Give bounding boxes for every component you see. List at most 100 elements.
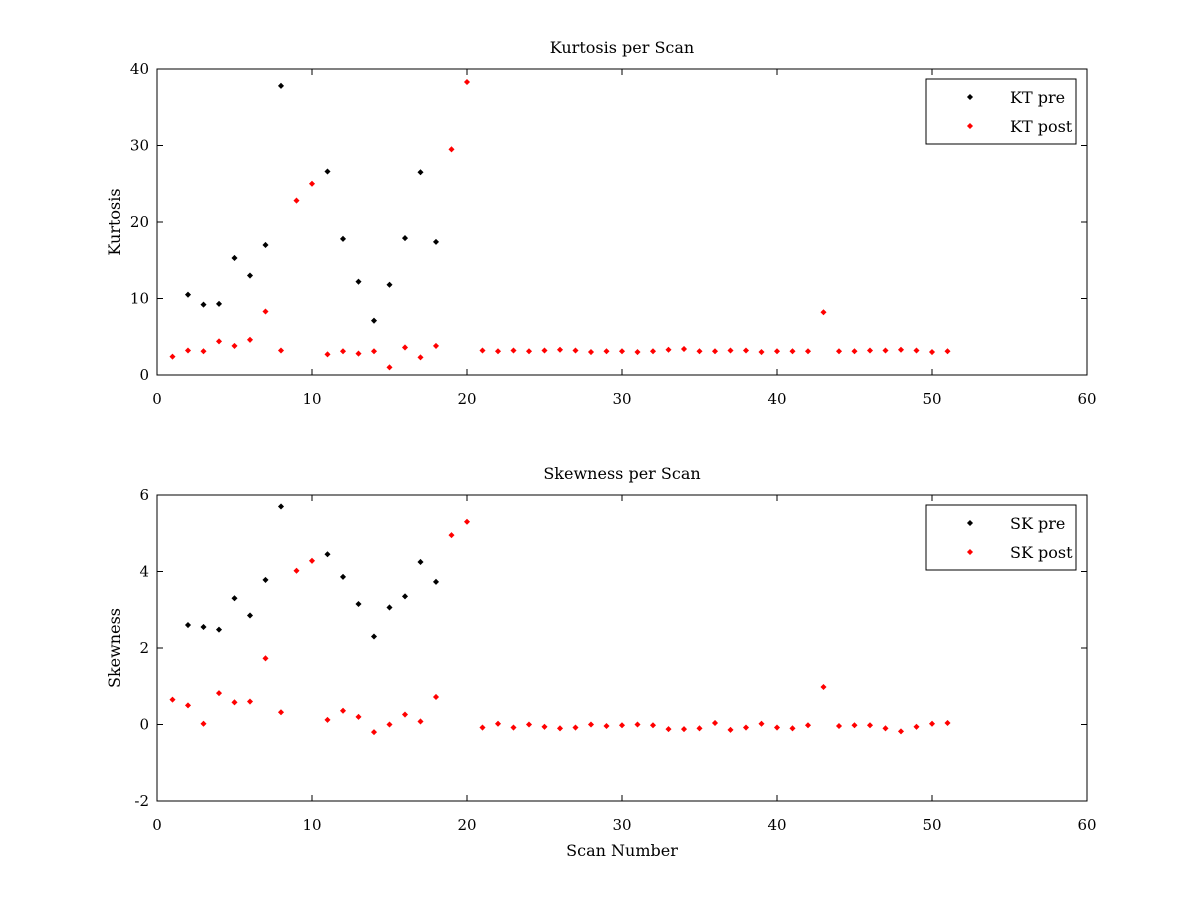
y-tick-label: -2 bbox=[134, 792, 149, 810]
data-point bbox=[246, 272, 254, 279]
data-point bbox=[835, 723, 843, 730]
data-point bbox=[696, 725, 703, 732]
data-point bbox=[293, 567, 300, 574]
data-point bbox=[525, 721, 533, 728]
y-tick-label: 20 bbox=[130, 213, 149, 231]
y-axis-label: Kurtosis bbox=[105, 188, 124, 255]
data-point bbox=[804, 348, 812, 355]
data-point bbox=[618, 348, 626, 355]
chart-panel-1: 0 10 20 30 40 50 60 0 10 20 30 40 Kurtosis per Scan K… bbox=[105, 38, 1097, 408]
data-point bbox=[882, 725, 889, 732]
data-point bbox=[665, 346, 672, 353]
data-point bbox=[742, 347, 750, 354]
y-tick-label: 6 bbox=[139, 486, 149, 504]
chart-title: Skewness per Scan bbox=[543, 464, 700, 483]
data-point bbox=[463, 78, 471, 86]
data-point bbox=[479, 347, 486, 354]
data-point bbox=[572, 347, 579, 354]
x-tick-label: 0 bbox=[152, 390, 162, 408]
data-point bbox=[758, 720, 765, 727]
x-tick-label: 40 bbox=[767, 390, 786, 408]
x-tick-label: 10 bbox=[302, 390, 321, 408]
data-point bbox=[556, 725, 564, 732]
data-point bbox=[355, 713, 362, 720]
data-point bbox=[432, 578, 440, 585]
data-point bbox=[277, 82, 285, 89]
y-axis-label: Skewness bbox=[105, 608, 124, 688]
data-point bbox=[324, 551, 331, 558]
data-point bbox=[308, 557, 316, 564]
data-point bbox=[928, 349, 936, 356]
legend-box bbox=[925, 78, 1077, 145]
data-point bbox=[324, 716, 331, 723]
data-point bbox=[587, 349, 595, 356]
data-point bbox=[789, 725, 796, 732]
data-point bbox=[789, 348, 796, 355]
data-point bbox=[913, 347, 920, 354]
x-tick-label: 30 bbox=[612, 390, 631, 408]
data-point bbox=[944, 348, 951, 355]
data-point bbox=[386, 281, 393, 288]
data-point bbox=[277, 347, 285, 354]
legend-label: KT post bbox=[1010, 117, 1073, 136]
data-point bbox=[510, 347, 517, 354]
data-point bbox=[184, 622, 192, 629]
data-point bbox=[773, 724, 781, 731]
y-tick-label: 0 bbox=[139, 366, 149, 384]
x-tick-label: 30 bbox=[612, 816, 631, 834]
data-point bbox=[913, 723, 920, 730]
data-point bbox=[200, 623, 207, 630]
data-point bbox=[758, 349, 765, 356]
data-point bbox=[510, 724, 517, 731]
data-point bbox=[866, 722, 874, 729]
data-point bbox=[680, 345, 688, 353]
legend-marker bbox=[966, 122, 974, 130]
legend-box bbox=[925, 504, 1077, 571]
data-point bbox=[851, 348, 858, 355]
data-point bbox=[541, 347, 548, 354]
legend-marker bbox=[966, 519, 974, 527]
data-point bbox=[386, 721, 393, 728]
data-point bbox=[494, 720, 502, 727]
data-point bbox=[432, 342, 440, 349]
data-point bbox=[928, 720, 936, 727]
data-point bbox=[246, 698, 254, 705]
data-point bbox=[246, 336, 254, 343]
data-point bbox=[634, 721, 641, 728]
data-point bbox=[370, 633, 378, 640]
data-point bbox=[882, 347, 889, 354]
x-tick-label: 20 bbox=[457, 816, 476, 834]
data-point bbox=[851, 722, 858, 729]
data-point bbox=[665, 726, 672, 733]
data-point bbox=[897, 728, 905, 735]
data-point bbox=[417, 558, 424, 565]
data-point bbox=[711, 348, 719, 355]
data-point bbox=[324, 351, 331, 358]
data-point bbox=[401, 344, 409, 351]
data-point bbox=[680, 726, 688, 733]
data-point bbox=[742, 724, 750, 731]
x-tick-label: 60 bbox=[1077, 390, 1096, 408]
data-point bbox=[184, 702, 192, 709]
legend: SK pre SK post bbox=[925, 504, 1077, 571]
data-point bbox=[355, 600, 362, 608]
data-point bbox=[494, 348, 502, 355]
data-point bbox=[370, 348, 378, 355]
data-point bbox=[603, 348, 610, 355]
data-point bbox=[417, 354, 424, 361]
x-tick-label: 60 bbox=[1077, 816, 1096, 834]
x-tick-label: 50 bbox=[922, 390, 941, 408]
y-tick-label: 30 bbox=[130, 137, 149, 155]
data-point bbox=[215, 338, 223, 345]
data-point bbox=[448, 532, 455, 539]
data-point bbox=[820, 309, 827, 316]
data-point bbox=[200, 348, 207, 355]
data-point bbox=[277, 709, 285, 716]
data-point bbox=[339, 573, 347, 580]
data-point bbox=[184, 291, 192, 298]
data-point bbox=[696, 348, 703, 355]
data-point bbox=[386, 364, 393, 371]
data-point bbox=[417, 718, 424, 725]
